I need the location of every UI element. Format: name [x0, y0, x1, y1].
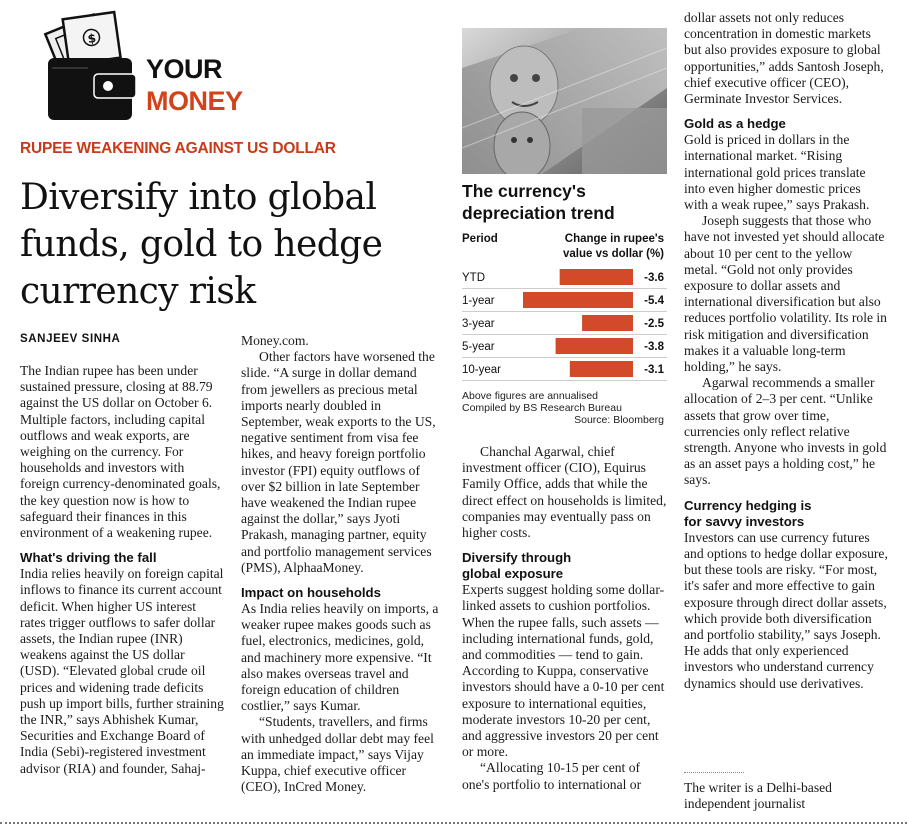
paragraph: As India relies heavily on imports, a we…: [241, 601, 439, 714]
column-2: Money.com. Other factors have worsened t…: [241, 333, 445, 795]
paragraph: Joseph suggests that those who have not …: [684, 213, 887, 375]
paragraph: Investors can use currency futures and o…: [684, 529, 888, 691]
chart-note: Compiled by BS Research Bureau: [462, 402, 622, 414]
chart-value-label: -3.6: [644, 272, 664, 284]
subhead-line: global exposure: [462, 566, 564, 582]
chart-bar: [582, 315, 633, 331]
divider: [684, 772, 744, 773]
paragraph: India relies heavily on foreign capital …: [20, 566, 224, 776]
subhead-line: for savvy investors: [684, 513, 805, 529]
paragraph: Agarwal recommends a smaller allocation …: [684, 375, 887, 488]
chart-value-label: -2.5: [644, 318, 664, 330]
chart-category-label: 1-year: [462, 295, 495, 307]
bar-chart: YTD -3.6 1-year -5.4 3-year -2.5 5-year -3.8 10-…: [462, 269, 667, 381]
paragraph: Experts suggest holding some dollar-link…: [462, 582, 665, 760]
chart-value-label: -3.8: [644, 341, 664, 353]
chart-bar: [523, 292, 633, 308]
section-label-money: MONEY: [146, 86, 243, 116]
subhead: Currency hedging is for savvy investors: [684, 498, 888, 530]
headline: Diversify into global funds, gold to hed…: [20, 177, 383, 312]
paragraph: Other factors have worsened the slide. “…: [241, 349, 436, 575]
author-note: The writer is a Delhi-based independent …: [684, 780, 832, 812]
subhead-line: Diversify through: [462, 550, 572, 566]
paragraph: “Students, travellers, and firms with un…: [241, 714, 434, 795]
chart-value-label: -5.4: [644, 295, 664, 307]
chart-plot-area: YTD -3.6 1-year -5.4 3-year -2.5 5-year -3.8 10-…: [462, 266, 667, 386]
chart-note: Above figures are annualised: [462, 390, 599, 402]
subhead: Diversify through global exposure: [462, 550, 668, 582]
column-4: dollar assets not only reduces concentra…: [684, 10, 888, 692]
chart-column-header-value: Change in rupee's value vs dollar (%): [563, 233, 664, 260]
chart-source: Source: Bloomberg: [574, 414, 664, 426]
paragraph: Chanchal Agarwal, chief investment offic…: [462, 444, 667, 541]
column-1: The Indian rupee has been under sustaine…: [20, 363, 224, 777]
paragraph: dollar assets not only reduces concentra…: [684, 10, 884, 107]
paragraph: Money.com.: [241, 333, 309, 348]
chart-category-label: 5-year: [462, 341, 495, 353]
wallet-with-cash-icon: $ $: [40, 10, 140, 128]
paragraph: The Indian rupee has been under sustaine…: [20, 363, 221, 541]
svg-text:$: $: [87, 31, 97, 46]
byline: SANJEEV SINHA: [20, 333, 121, 345]
chart-column-header-period: Period: [462, 233, 498, 245]
currency-notes-photo: [462, 28, 667, 174]
chart-value-label: -3.1: [644, 364, 664, 376]
subhead: What's driving the fall: [20, 550, 157, 566]
paragraph: Gold is priced in dollars in the interna…: [684, 132, 870, 213]
page-divider: [0, 822, 907, 824]
chart-category-label: 10-year: [462, 364, 501, 376]
chart-title: The currency's depreciation trend: [462, 181, 615, 223]
subhead: Gold as a hedge: [684, 116, 786, 132]
chart-category-label: 3-year: [462, 318, 495, 330]
chart-bar: [555, 338, 633, 354]
chart-bar: [569, 361, 633, 377]
column-3: Chanchal Agarwal, chief investment offic…: [462, 444, 668, 793]
subhead: Impact on households: [241, 585, 381, 601]
chart-category-label: YTD: [462, 272, 485, 284]
chart-bar: [559, 269, 633, 285]
section-label-your: YOUR: [146, 54, 223, 84]
subhead-line: Currency hedging is: [684, 497, 812, 513]
kicker: RUPEE WEAKENING AGAINST US DOLLAR: [20, 140, 336, 157]
paragraph: “Allocating 10-15 per cent of one's port…: [462, 760, 642, 792]
